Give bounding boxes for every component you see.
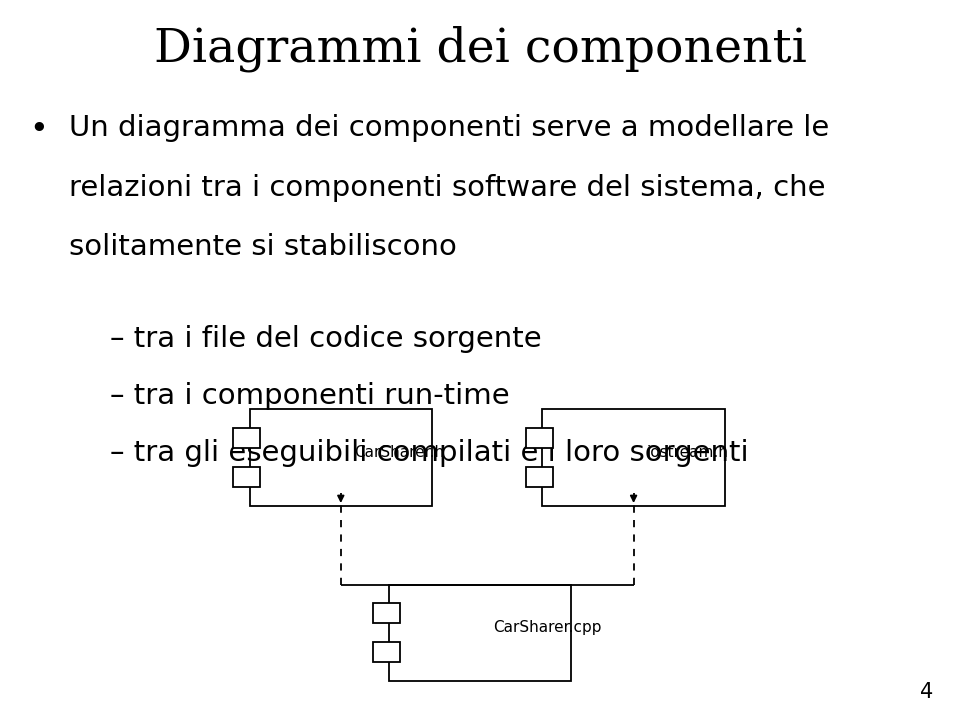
Text: •: •: [29, 114, 48, 145]
Text: Diagrammi dei componenti: Diagrammi dei componenti: [154, 25, 806, 72]
Text: CarSharer.cpp: CarSharer.cpp: [493, 621, 602, 636]
Text: CarSharer.h: CarSharer.h: [354, 445, 444, 460]
Text: 4: 4: [920, 682, 933, 702]
Bar: [372, 642, 399, 662]
Bar: [526, 428, 553, 448]
Text: iostream.h: iostream.h: [647, 445, 729, 460]
Bar: [389, 585, 571, 681]
Bar: [372, 603, 399, 623]
Text: – tra gli eseguibili compilati e i loro sorgenti: – tra gli eseguibili compilati e i loro …: [110, 439, 749, 467]
Text: – tra i componenti run-time: – tra i componenti run-time: [110, 382, 510, 410]
Bar: [250, 409, 432, 506]
Text: relazioni tra i componenti software del sistema, che: relazioni tra i componenti software del …: [69, 174, 826, 202]
Bar: [526, 467, 553, 487]
Bar: [233, 467, 260, 487]
Text: – tra i file del codice sorgente: – tra i file del codice sorgente: [110, 325, 542, 352]
Text: solitamente si stabiliscono: solitamente si stabiliscono: [69, 233, 457, 261]
Bar: [542, 409, 725, 506]
Bar: [233, 428, 260, 448]
Text: Un diagramma dei componenti serve a modellare le: Un diagramma dei componenti serve a mode…: [69, 114, 829, 142]
